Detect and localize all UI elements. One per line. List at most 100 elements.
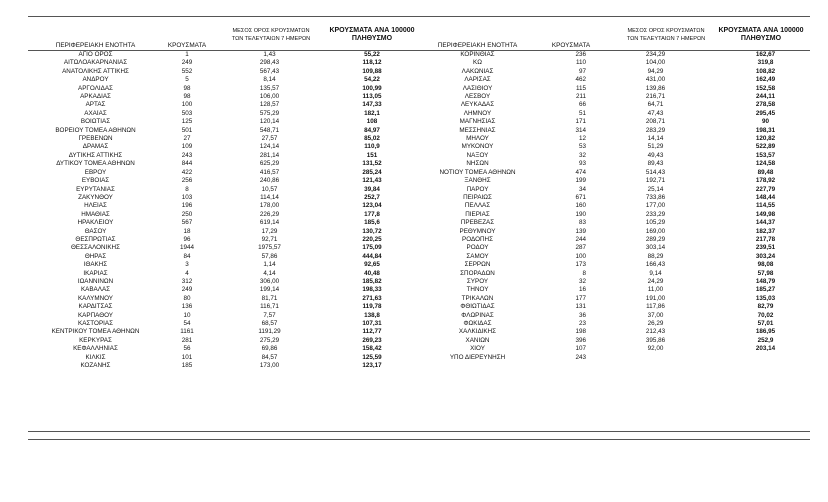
right-rate-cell: 144,37 (755, 219, 776, 227)
left-avg-cell: 226,29 (259, 210, 280, 218)
right-region-cell: ΝΑΞΟΥ (466, 151, 489, 159)
left-table-row: ΘΕΣΠΡΩΤΙΑΣ 96 92,71 220,25 (28, 236, 416, 244)
left-rate-cell: 198,33 (362, 286, 382, 294)
right-avg-cell: 64,71 (647, 101, 664, 109)
right-rate-cell: 148,44 (755, 193, 776, 201)
left-rate-header-line2: ΠΛΗΘΥΣΜΟ (351, 35, 393, 42)
right-table-row: ΦΘΙΩΤΙΔΑΣ 131 117,86 82,79 (420, 303, 810, 311)
left-cases-cell: 103 (181, 193, 193, 201)
right-table-row: ΝΟΤΙΟΥ ΤΟΜΕΑ ΑΘΗΝΩΝ 474 514,43 89,48 (420, 169, 810, 177)
right-region-header: ΠΕΡΙΦΕΡΕΙΑΚΗ ΕΝΟΤΗΤΑ (437, 42, 518, 49)
right-table-row: ΦΛΩΡΙΝΑΣ 36 37,00 70,02 (420, 312, 810, 320)
right-table-row: ΚΟΡΙΝΘΙΑΣ 236 234,29 162,67 (420, 51, 810, 59)
right-region-cell: ΣΥΡΟΥ (466, 277, 489, 285)
right-rate-cell: 124,58 (755, 160, 776, 168)
right-rate-cell: 227,79 (755, 185, 776, 193)
right-rate-cell: 244,11 (756, 93, 775, 101)
right-rate-cell: 217,78 (755, 235, 776, 243)
left-table-row: ΚΑΛΥΜΝΟΥ 80 81,71 271,63 (28, 295, 416, 303)
right-cases-cell: 139 (575, 227, 586, 235)
left-region-cell: ΘΕΣΠΡΩΤΙΑΣ (75, 235, 116, 243)
right-region-cell: ΦΩΚΙΔΑΣ (463, 320, 492, 327)
right-rate-cell: 239,51 (755, 244, 776, 252)
right-region-cell: ΧΑΛΚΙΔΙΚΗΣ (458, 328, 497, 336)
left-avg-cell: 4,14 (263, 269, 276, 277)
left-region-cell: ΑΡΤΑΣ (85, 101, 106, 109)
left-table-row: ΚΑΡΔΙΤΣΑΣ 136 116,71 119,78 (28, 303, 416, 311)
left-cases-cell: 10 (183, 311, 191, 319)
right-avg-cell: 92,00 (647, 345, 664, 353)
right-cases-cell: 83 (578, 219, 586, 227)
right-cases-cell: 244 (575, 235, 586, 243)
left-avg-cell: 173,00 (259, 362, 280, 370)
left-avg-cell: 625,29 (259, 160, 280, 168)
right-table-row: ΠΑΡΟΥ 34 25,14 227,79 (420, 186, 810, 194)
right-rate-cell: 162,67 (755, 51, 776, 58)
left-rate-cell: 131,52 (362, 160, 382, 168)
right-cases-cell: 396 (575, 336, 586, 344)
left-region-cell: ΚΙΛΚΙΣ (85, 353, 106, 361)
left-rate-cell: 123,17 (362, 362, 382, 370)
right-cases-cell: 107 (575, 345, 586, 353)
right-avg-cell: 25,14 (647, 185, 664, 193)
right-avg-cell: 51,29 (647, 143, 664, 151)
left-avg-cell: 281,14 (259, 151, 280, 159)
right-rate-cell: 185,27 (755, 286, 776, 294)
right-cases-cell: 36 (578, 311, 586, 319)
left-table-row: ΗΜΑΘΙΑΣ 250 226,29 177,8 (28, 211, 416, 219)
right-cases-cell: 211 (575, 93, 586, 101)
right-cases-cell: 100 (575, 252, 586, 260)
left-table-row: ΖΑΚΥΝΘΟΥ 103 114,14 252,7 (28, 194, 416, 202)
left-rate-cell: 177,8 (364, 210, 380, 218)
left-avg-header: ΜΕΣΟΣ ΟΡΟΣ ΚΡΟΥΣΜΑΤΩΝ ΤΩΝ ΤΕΛΕΥΤΑΙΩΝ 7 Η… (230, 27, 312, 43)
left-cases-cell: 844 (181, 160, 193, 168)
right-rate-cell: 178,92 (755, 177, 776, 185)
right-rate-header: ΚΡΟΥΣΜΑΤΑ ΑΝΑ 100000 ΠΛΗΘΥΣΜΟ (716, 27, 806, 43)
left-region-cell: ΔΥΤΙΚΟΥ ΤΟΜΕΑ ΑΘΗΝΩΝ (56, 160, 135, 168)
left-table-row: ΑΙΤΩΛΟΑΚΑΡΝΑΝΙΑΣ 249 298,43 118,12 (28, 59, 416, 67)
right-region-cell: ΠΙΕΡΙΑΣ (465, 210, 490, 218)
right-cases-cell: 474 (575, 168, 586, 176)
right-avg-cell: 177,00 (645, 202, 666, 210)
right-rate-cell: 203,14 (755, 345, 776, 353)
left-avg-cell: 575,29 (259, 109, 280, 117)
right-avg-cell: 104,00 (645, 59, 666, 67)
right-avg-cell: 88,29 (647, 252, 664, 260)
left-region-cell: ΑΧΑΪΑΣ (84, 109, 107, 117)
right-region-cell: ΛΑΚΩΝΙΑΣ (461, 67, 494, 75)
left-cases-cell: 312 (181, 277, 193, 285)
left-rate-cell: 100,99 (362, 84, 382, 92)
left-rate-cell: 175,09 (362, 244, 382, 252)
right-cases-cell: 190 (575, 210, 586, 218)
left-rate-cell: 138,8 (364, 311, 380, 319)
right-cases-cell: 110 (575, 59, 586, 67)
left-avg-cell: 306,00 (259, 277, 280, 285)
left-table-row: ΚΑΣΤΟΡΙΑΣ 54 68,57 107,31 (28, 320, 416, 328)
right-table-row: ΡΟΔΟΠΗΣ 244 289,29 217,78 (420, 236, 810, 244)
right-avg-cell: 303,14 (645, 244, 666, 252)
right-avg-cell: 514,43 (645, 168, 666, 176)
left-rate-cell: 113,05 (362, 93, 382, 101)
right-table-row: ΣΥΡΟΥ 32 24,29 148,79 (420, 278, 810, 286)
right-avg-cell: 289,29 (645, 235, 666, 243)
right-region-cell: ΛΕΥΚΑΔΑΣ (460, 101, 495, 109)
left-table-row: ΚΟΖΑΝΗΣ 185 173,00 123,17 (28, 362, 416, 370)
left-table-row: ΓΡΕΒΕΝΩΝ 27 27,57 85,02 (28, 135, 416, 143)
right-table-row: ΜΥΚΟΝΟΥ 53 51,29 522,89 (420, 143, 810, 151)
left-avg-cell: 567,43 (259, 67, 280, 75)
right-region-cell: ΣΑΜΟΥ (466, 252, 489, 260)
left-avg-cell: 114,14 (260, 193, 279, 201)
left-cases-cell: 249 (181, 59, 193, 67)
left-table-row: ΙΩΑΝΝΙΝΩΝ 312 306,00 185,82 (28, 278, 416, 286)
right-rate-header-line2: ΠΛΗΘΥΣΜΟ (740, 35, 782, 42)
right-table-row: ΜΑΓΝΗΣΙΑΣ 171 208,71 90 (420, 118, 810, 126)
right-region-cell: ΡΟΔΟΠΗΣ (462, 235, 493, 243)
right-avg-cell: 49,43 (647, 151, 664, 159)
right-rate-cell: 319,8 (757, 59, 774, 67)
left-table-row: ΔΥΤΙΚΟΥ ΤΟΜΕΑ ΑΘΗΝΩΝ 844 625,29 131,52 (28, 160, 416, 168)
left-avg-cell: 548,71 (259, 126, 280, 134)
right-avg-cell: 234,29 (645, 51, 666, 58)
left-cases-cell: 98 (183, 84, 191, 92)
right-table-row: ΛΕΣΒΟΥ 211 216,71 244,11 (420, 93, 810, 101)
right-table-row: ΤΗΝΟΥ 16 11,00 185,27 (420, 286, 810, 294)
